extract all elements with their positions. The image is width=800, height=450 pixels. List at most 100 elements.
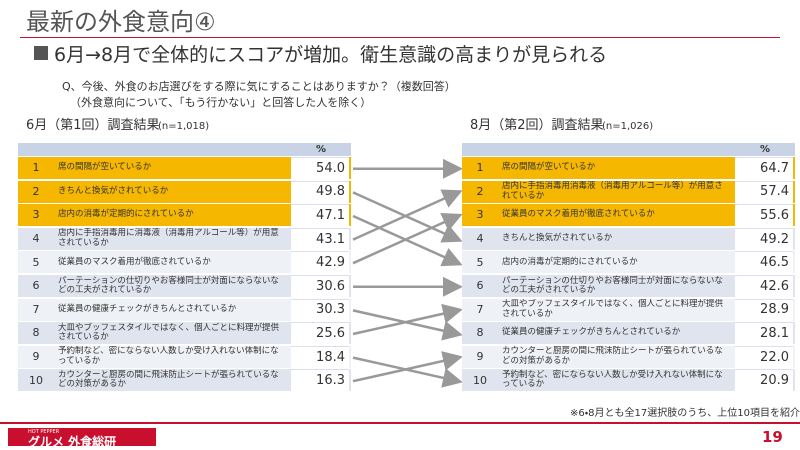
value: 49.2 bbox=[735, 227, 793, 250]
value: 47.1 bbox=[291, 204, 349, 227]
unit: % bbox=[759, 143, 771, 155]
item: 予約制など、密にならない人数しか受け入れない体制になっているか bbox=[58, 346, 279, 366]
title-rule bbox=[20, 37, 780, 38]
item: 従業員の健康チェックがきちんとされているか bbox=[58, 303, 237, 314]
rank: 9 bbox=[32, 350, 40, 364]
value: 46.5 bbox=[735, 251, 793, 274]
item: きちんと換気がされているか bbox=[58, 185, 169, 196]
item: きちんと換気がされているか bbox=[502, 233, 613, 244]
item: 席の間隔が空いているか bbox=[502, 162, 596, 173]
value: 55.6 bbox=[735, 204, 793, 227]
row bbox=[462, 180, 795, 203]
row bbox=[462, 345, 795, 368]
value: 28.9 bbox=[735, 298, 793, 321]
value: 16.3 bbox=[291, 369, 349, 392]
value: 43.1 bbox=[291, 227, 349, 250]
row bbox=[18, 298, 351, 321]
rank-arrow bbox=[352, 213, 463, 265]
item: 席の間隔が空いているか bbox=[58, 162, 152, 173]
row bbox=[18, 345, 351, 368]
header-row bbox=[462, 143, 795, 156]
rank-arrow bbox=[352, 189, 463, 241]
logo: HOT PEPPER グルメ 外食総研 bbox=[8, 428, 156, 449]
footer-rule bbox=[0, 422, 800, 424]
rank: 5 bbox=[476, 255, 484, 269]
rank: 4 bbox=[476, 232, 484, 246]
value: 49.8 bbox=[291, 180, 349, 203]
item: カウンターと厨房の間に飛沫防止シートが張られているなどの対策があるか bbox=[58, 369, 279, 390]
rank: 7 bbox=[32, 302, 40, 316]
row bbox=[462, 227, 795, 250]
row bbox=[18, 275, 351, 298]
row bbox=[18, 157, 351, 180]
footnote: ※6・8月とも全17選択肢のうち、上位10項目を紹介 bbox=[570, 408, 800, 419]
row bbox=[462, 204, 795, 227]
question: Q、今後、外食のお店選びをする際に気にすることはありますか？（複数回答） bbox=[62, 80, 456, 93]
item: 店内に手指消毒用に消毒液（消毒用アルコール等）が用意されているか bbox=[58, 228, 279, 248]
value: 28.1 bbox=[735, 322, 793, 345]
rank: 8 bbox=[476, 326, 484, 340]
question-note: （外食意向について、「もう行かない」と回答した人を除く） bbox=[70, 96, 372, 109]
row bbox=[462, 298, 795, 321]
value: 30.3 bbox=[291, 298, 349, 321]
sample-size: (n=1,026) bbox=[602, 121, 654, 133]
item: 従業員の健康チェックがきちんとされているか bbox=[502, 327, 681, 338]
item: 大皿やブッフェスタイルではなく、個人ごとに料理が提供されているか bbox=[502, 299, 724, 319]
item: 予約制など、密にならない人数しか受け入れない体制になっているか bbox=[502, 369, 723, 390]
rank: 10 bbox=[29, 373, 43, 387]
rank: 5 bbox=[32, 255, 40, 269]
rank: 4 bbox=[32, 232, 40, 246]
rank-arrow bbox=[352, 351, 463, 383]
item: 大皿やブッフェスタイルではなく、個人ごとに料理が提供されているか bbox=[58, 322, 280, 343]
row bbox=[462, 275, 795, 298]
rank: 3 bbox=[32, 208, 40, 222]
value: 42.6 bbox=[735, 275, 793, 298]
row bbox=[462, 322, 795, 345]
row bbox=[18, 251, 351, 274]
item: 店内に手指消毒用消毒液（消毒用アルコール等）が用意されているか bbox=[502, 181, 723, 201]
rank: 9 bbox=[476, 350, 484, 364]
value: 25.6 bbox=[291, 322, 349, 345]
row bbox=[462, 251, 795, 274]
item: 店内の消毒が定期的にされているか bbox=[58, 209, 194, 220]
row bbox=[462, 369, 795, 392]
value: 18.4 bbox=[291, 345, 349, 368]
logo-small: HOT PEPPER bbox=[28, 429, 60, 435]
value: 20.9 bbox=[735, 369, 793, 392]
rank: 7 bbox=[476, 302, 484, 316]
page-number: 19 bbox=[762, 428, 783, 446]
row bbox=[18, 369, 351, 392]
table-title: 8月（第2回）調査結果 bbox=[470, 118, 604, 134]
row bbox=[18, 204, 351, 227]
value: 22.0 bbox=[735, 345, 793, 368]
rank: 2 bbox=[32, 184, 40, 198]
row bbox=[462, 157, 795, 180]
unit: % bbox=[315, 143, 327, 155]
bullet bbox=[34, 46, 48, 60]
item: 従業員のマスク着用が徹底されているか bbox=[502, 209, 655, 220]
rank: 10 bbox=[473, 373, 487, 387]
rank: 6 bbox=[476, 279, 484, 293]
value: 54.0 bbox=[291, 157, 349, 180]
item: 従業員のマスク着用が徹底されているか bbox=[58, 256, 211, 267]
table-title: 6月（第1回）調査結果 bbox=[26, 118, 160, 134]
item: 店内の消毒が定期的にされているか bbox=[502, 256, 638, 267]
value: 30.6 bbox=[291, 275, 349, 298]
header-row bbox=[18, 143, 351, 156]
item: カウンターと厨房の間に飛沫防止シートが張られているなどの対策があるか bbox=[502, 346, 723, 366]
rank: 1 bbox=[476, 161, 484, 175]
logo-text: グルメ 外食総研 bbox=[28, 435, 117, 449]
item: パーテーションの仕切りやお客様同士が対面にならないなどの工夫がされているか bbox=[58, 275, 279, 296]
rank: 3 bbox=[476, 208, 484, 222]
rank: 2 bbox=[476, 184, 484, 198]
rank: 1 bbox=[32, 161, 40, 175]
sample-size: (n=1,018) bbox=[158, 121, 210, 133]
title: 最新の外食意向④ bbox=[26, 8, 216, 36]
item: パーテーションの仕切りやお客様同士が対面にならないなどの工夫がされているか bbox=[502, 275, 723, 296]
subtitle: 6月→8月で全体的にスコアが増加。衛生意識の高まりが見られる bbox=[54, 44, 608, 66]
rank-arrow bbox=[352, 303, 463, 336]
row bbox=[18, 322, 351, 345]
rank: 8 bbox=[32, 326, 40, 340]
